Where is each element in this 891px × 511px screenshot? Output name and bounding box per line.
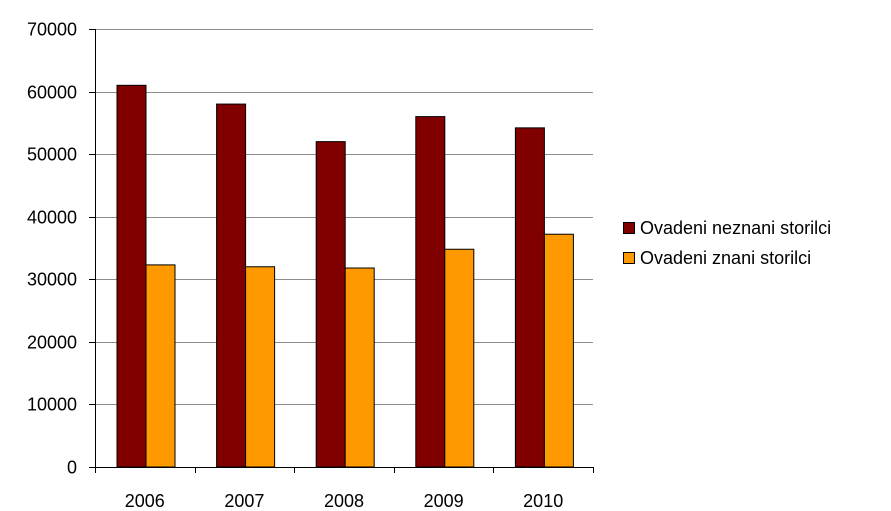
- y-tick-label-70000: 70000: [27, 20, 77, 40]
- legend-item-series-2: Ovadeni znani storilci: [623, 243, 831, 273]
- bar-series-1-2009: [415, 116, 446, 468]
- bar-series-2-2009: [444, 248, 475, 468]
- x-tick-label-2008: 2008: [324, 491, 364, 511]
- legend-swatch-series-1: [623, 222, 635, 234]
- bar-series-1-2010: [514, 127, 545, 468]
- legend-item-series-1: Ovadeni neznani storilci: [623, 213, 831, 243]
- bar-series-1-2007: [216, 103, 247, 468]
- bar-series-1-2008: [315, 141, 346, 468]
- x-axis-tick-labels: 2006 2007 2008 2009 2010: [125, 491, 563, 511]
- x-tick-label-2006: 2006: [125, 491, 165, 511]
- legend-label-series-2: Ovadeni znani storilci: [640, 247, 812, 268]
- y-tick-label-30000: 30000: [27, 270, 77, 290]
- bar-series-2-2010: [543, 233, 574, 468]
- x-tick-label-2009: 2009: [424, 491, 464, 511]
- axes: [89, 29, 594, 473]
- y-tick-label-40000: 40000: [27, 208, 77, 228]
- bar-series-1-2006: [116, 84, 147, 468]
- y-tick-label-50000: 50000: [27, 145, 77, 165]
- y-axis-tick-labels: 0 10000 20000 30000 40000 50000 60000 70000: [27, 20, 77, 478]
- x-tick-label-2010: 2010: [523, 491, 563, 511]
- y-tick-label-10000: 10000: [27, 395, 77, 415]
- bars: [116, 84, 574, 468]
- y-tick-label-20000: 20000: [27, 333, 77, 353]
- bar-series-2-2006: [145, 264, 176, 468]
- bar-series-2-2008: [344, 267, 375, 468]
- y-tick-label-60000: 60000: [27, 83, 77, 103]
- x-tick-label-2007: 2007: [224, 491, 264, 511]
- y-tick-label-0: 0: [67, 458, 77, 478]
- legend-label-series-1: Ovadeni neznani storilci: [640, 217, 832, 238]
- legend-swatch-series-2: [623, 252, 635, 264]
- bar-series-2-2007: [245, 266, 276, 468]
- legend: Ovadeni neznani storilci Ovadeni znani s…: [623, 213, 831, 273]
